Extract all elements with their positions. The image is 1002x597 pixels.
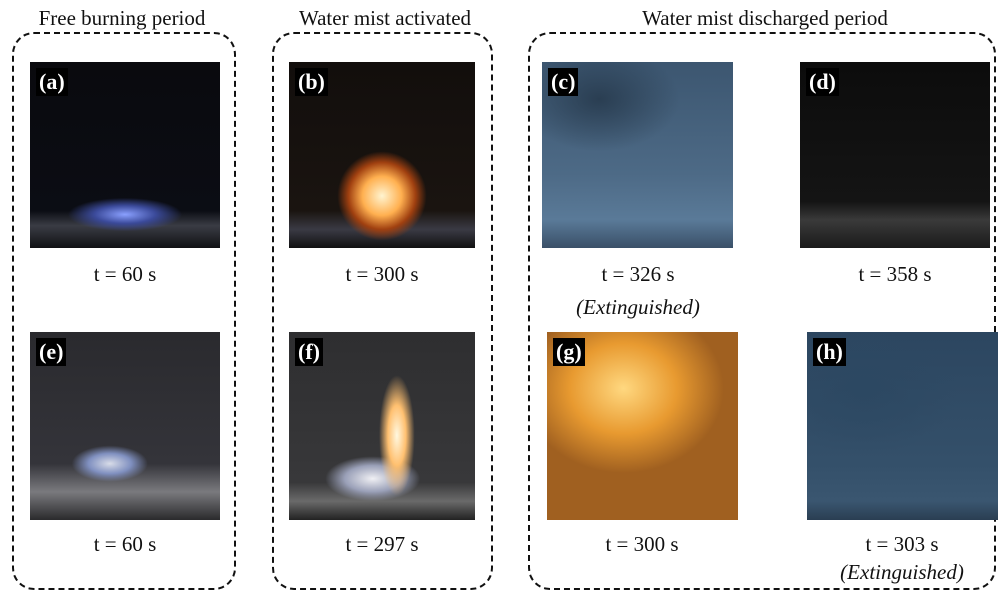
group-title: Water mist activated [298, 6, 472, 30]
group-title: Water mist discharged period [642, 6, 888, 30]
photo: (f) [289, 332, 475, 520]
caption: t = 358 s [858, 262, 932, 286]
group-box [272, 32, 493, 590]
panel-label: (h) [813, 338, 846, 366]
photo: (c) [542, 62, 733, 248]
caption: t = 60 s [93, 262, 157, 286]
panel-label: (e) [36, 338, 67, 366]
group-box [528, 32, 996, 590]
panel-label: (g) [553, 338, 585, 366]
caption: t = 326 s [601, 262, 675, 286]
caption: t = 300 s [345, 262, 419, 286]
note: (Extinguished) [576, 295, 700, 319]
note: (Extinguished) [840, 560, 964, 584]
panel-label: (d) [806, 68, 839, 96]
caption: t = 300 s [605, 532, 679, 556]
group-box [12, 32, 236, 590]
photo: (h) [807, 332, 998, 520]
photo: (d) [800, 62, 990, 248]
panel-label: (c) [548, 68, 579, 96]
group-title: Free burning period [38, 6, 206, 30]
photo: (a) [30, 62, 220, 248]
caption: t = 60 s [93, 532, 157, 556]
caption: t = 303 s [865, 532, 939, 556]
photo: (e) [30, 332, 220, 520]
panel-label: (a) [36, 68, 68, 96]
caption: t = 297 s [345, 532, 419, 556]
photo: (g) [547, 332, 738, 520]
photo: (b) [289, 62, 475, 248]
panel-label: (f) [295, 338, 323, 366]
panel-label: (b) [295, 68, 328, 96]
